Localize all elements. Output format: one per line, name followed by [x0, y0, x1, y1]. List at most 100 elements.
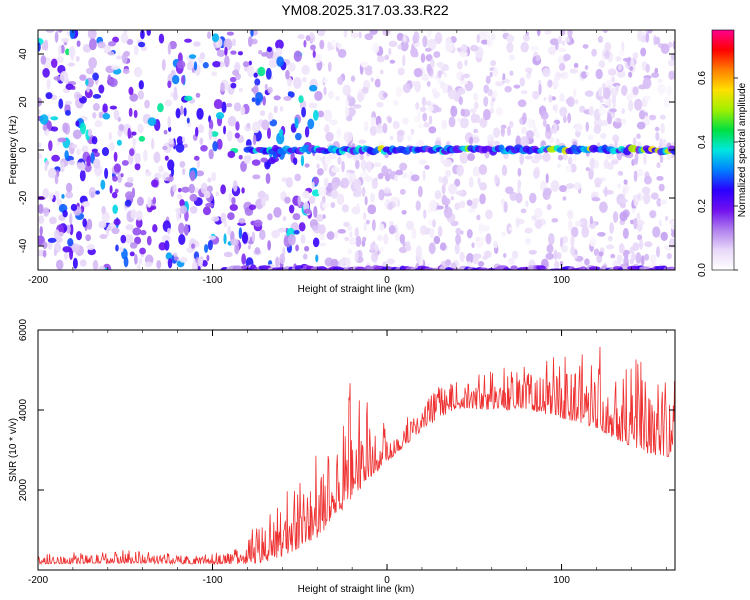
- spectrogram-cell: [467, 153, 476, 162]
- spectrogram-cell: [247, 36, 253, 47]
- spectrogram-cell: [584, 258, 590, 266]
- spectrogram-cell: [387, 168, 392, 174]
- spectrogram-cell: [637, 30, 643, 42]
- spectrogram-cell: [460, 43, 468, 53]
- spectrogram-cell: [369, 125, 378, 136]
- spectrogram-cell: [479, 182, 488, 191]
- spectrogram-cell: [126, 176, 134, 183]
- spectrogram-cell: [600, 120, 609, 127]
- spectrogram-cell: [466, 199, 473, 207]
- spectrogram-cell: [639, 239, 644, 250]
- spectrogram-cell: [531, 215, 537, 221]
- spectrogram-cell: [454, 178, 461, 187]
- spectrogram-cell: [186, 117, 190, 124]
- spectrogram-cell: [502, 30, 507, 33]
- spectrogram-cell: [241, 231, 249, 244]
- spectrogram-cell: [445, 42, 453, 53]
- spectrogram-cell: [65, 83, 74, 90]
- spectrogram-cell: [88, 38, 97, 51]
- spectrogram-cell: [476, 33, 480, 44]
- spectrogram-cell: [85, 79, 89, 86]
- spectrogram-cell: [99, 234, 108, 240]
- spectrogram-cell: [48, 140, 53, 152]
- spectrogram-cell: [195, 92, 201, 98]
- spectrogram-cell: [636, 133, 641, 139]
- spectrogram-cell: [486, 36, 493, 48]
- y-tick-label: 2000: [18, 478, 29, 501]
- spectrogram-cell: [109, 105, 118, 110]
- spectrogram-cell: [293, 76, 302, 89]
- spectrogram-cell: [432, 219, 436, 228]
- spectrogram-cell: [585, 71, 590, 76]
- spectrogram-cell: [361, 186, 366, 198]
- spectrogram-cell: [344, 106, 350, 117]
- spectrogram-cell: [46, 78, 51, 90]
- spectrogram-cell: [162, 145, 168, 150]
- spectrogram-cell: [179, 199, 185, 207]
- spectrogram-cell: [45, 30, 55, 33]
- spectrogram-cell: [611, 159, 619, 165]
- spectrogram-cell: [641, 186, 651, 195]
- spectrogram-cell: [134, 152, 141, 164]
- colorbar-tick-label: 0.6: [697, 71, 708, 85]
- spectrogram-cell: [562, 196, 567, 201]
- spectrogram-cell: [54, 174, 59, 185]
- spectrogram-cell: [262, 95, 266, 106]
- spectrogram-cell: [434, 32, 443, 44]
- spectrogram-cell: [98, 220, 107, 229]
- spectrogram-cell: [195, 170, 205, 177]
- spectrogram-cell: [567, 219, 573, 232]
- spectrogram-cell: [75, 120, 80, 127]
- spectrogram-cell: [45, 92, 53, 100]
- spectrogram-cell: [591, 48, 597, 57]
- spectrogram-cell: [293, 157, 298, 165]
- spectrogram-cell: [284, 196, 291, 204]
- spectrogram-cell: [459, 117, 469, 129]
- spectrogram-cell: [573, 182, 582, 191]
- spectrogram-cell: [478, 164, 488, 176]
- spectrogram-cell: [198, 124, 205, 133]
- spectrogram-cell: [137, 90, 145, 100]
- spectrogram-cell: [438, 176, 443, 183]
- spectrogram-cell: [569, 68, 579, 74]
- spectrogram-edge-cell: [510, 265, 518, 270]
- spectrogram-cell: [101, 211, 110, 223]
- spectrogram-cell: [137, 264, 141, 270]
- spectrogram-cell: [366, 160, 372, 173]
- y-tick-label: 20: [18, 96, 29, 108]
- spectrogram-cell: [638, 109, 646, 120]
- spectrogram-cell: [170, 92, 174, 97]
- spectrogram-cell: [443, 72, 447, 78]
- spectrogram-cell: [429, 199, 437, 212]
- spectrogram-cell: [654, 126, 660, 132]
- spectrogram-cell: [604, 42, 612, 52]
- spectrogram-cell: [520, 90, 528, 95]
- spectrogram-cell: [648, 114, 657, 121]
- spectrogram-cell: [425, 54, 433, 62]
- spectrogram-cell: [424, 47, 432, 52]
- spectrogram-cell: [439, 242, 447, 251]
- spectrogram-cell: [493, 240, 499, 249]
- spectrogram-cell: [487, 88, 493, 97]
- spectrogram-cell: [519, 77, 526, 87]
- spectrogram-cell: [597, 231, 606, 237]
- spectrogram-cell: [204, 243, 209, 254]
- spectrogram-cell: [585, 167, 590, 172]
- spectrogram-cell: [139, 247, 146, 255]
- spectrogram-cell: [649, 210, 657, 219]
- spectrogram-cell: [436, 61, 445, 68]
- spectrogram-cell: [387, 202, 394, 211]
- spectrogram-cell: [361, 86, 369, 94]
- spectrogram-cell: [108, 131, 112, 141]
- spectrogram-cell: [112, 204, 118, 215]
- spectrogram-cell: [134, 253, 138, 265]
- spectrogram-cell: [180, 75, 185, 85]
- spectrogram-cell: [535, 54, 541, 62]
- spectrogram-cell: [129, 93, 139, 102]
- spectrogram-cell: [327, 61, 332, 72]
- spectrogram-cell: [472, 197, 480, 204]
- spectrogram-cell: [516, 218, 525, 225]
- spectrogram-cell: [98, 265, 106, 270]
- spectrogram-cell: [331, 39, 336, 48]
- spectrogram-cell: [350, 75, 356, 82]
